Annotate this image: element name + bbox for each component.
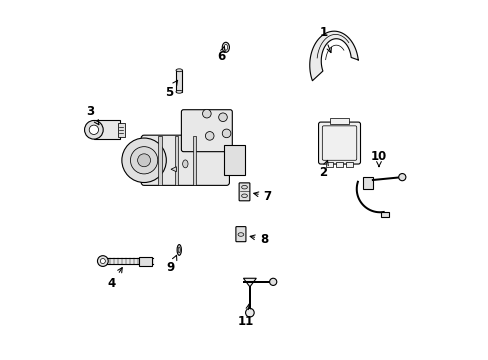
Bar bbox=[346, 162, 352, 167]
Bar bbox=[325, 162, 332, 167]
Circle shape bbox=[398, 174, 405, 181]
Ellipse shape bbox=[224, 44, 227, 50]
Bar bbox=[139, 257, 152, 266]
Ellipse shape bbox=[176, 90, 182, 93]
FancyBboxPatch shape bbox=[239, 183, 249, 201]
Circle shape bbox=[205, 132, 214, 140]
Bar bbox=[380, 212, 388, 217]
Bar bbox=[174, 136, 178, 185]
Polygon shape bbox=[309, 31, 358, 81]
Circle shape bbox=[245, 309, 254, 317]
Ellipse shape bbox=[182, 160, 187, 168]
Ellipse shape bbox=[241, 194, 247, 198]
Circle shape bbox=[218, 113, 227, 122]
Text: 6: 6 bbox=[217, 46, 225, 63]
Ellipse shape bbox=[238, 233, 244, 236]
Ellipse shape bbox=[178, 247, 180, 253]
Ellipse shape bbox=[241, 185, 247, 189]
Bar bbox=[192, 136, 196, 185]
Text: 11: 11 bbox=[238, 304, 254, 328]
Bar bbox=[329, 118, 348, 124]
Bar bbox=[158, 136, 162, 185]
Text: 10: 10 bbox=[370, 150, 386, 166]
Text: 2: 2 bbox=[319, 160, 327, 179]
Text: 9: 9 bbox=[166, 255, 177, 274]
Text: 8: 8 bbox=[250, 233, 268, 246]
Ellipse shape bbox=[176, 69, 182, 72]
Circle shape bbox=[84, 121, 103, 139]
Polygon shape bbox=[243, 278, 256, 287]
Text: 7: 7 bbox=[253, 190, 271, 203]
Polygon shape bbox=[102, 258, 153, 264]
Bar bbox=[336, 162, 342, 167]
Circle shape bbox=[222, 129, 230, 138]
Bar bbox=[176, 70, 182, 92]
Circle shape bbox=[122, 138, 166, 183]
Bar bbox=[94, 121, 120, 139]
Text: 4: 4 bbox=[107, 267, 122, 291]
Circle shape bbox=[97, 256, 108, 266]
Ellipse shape bbox=[177, 244, 181, 255]
FancyBboxPatch shape bbox=[141, 135, 229, 185]
Text: 1: 1 bbox=[319, 27, 331, 53]
Circle shape bbox=[100, 258, 105, 264]
Text: 5: 5 bbox=[165, 80, 177, 99]
FancyBboxPatch shape bbox=[235, 226, 245, 242]
Circle shape bbox=[202, 109, 211, 118]
FancyBboxPatch shape bbox=[181, 110, 232, 152]
Ellipse shape bbox=[222, 42, 229, 52]
Circle shape bbox=[269, 278, 276, 285]
Text: 3: 3 bbox=[86, 105, 99, 125]
Bar bbox=[362, 177, 372, 189]
FancyBboxPatch shape bbox=[318, 122, 360, 164]
Circle shape bbox=[89, 125, 99, 134]
Circle shape bbox=[137, 154, 150, 167]
Bar bbox=[118, 123, 125, 137]
Polygon shape bbox=[171, 167, 176, 172]
Circle shape bbox=[130, 147, 158, 174]
Bar bbox=[224, 145, 244, 175]
